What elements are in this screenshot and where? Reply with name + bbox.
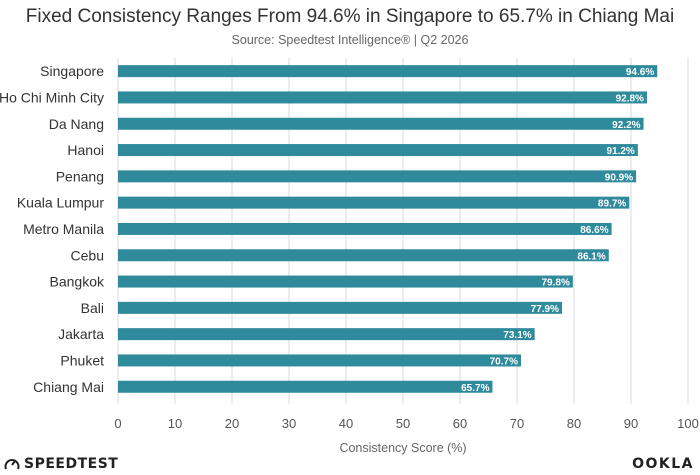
bar — [118, 222, 612, 235]
bar — [118, 117, 644, 130]
category-label: Jakarta — [58, 326, 104, 342]
category-label: Metro Manila — [23, 221, 104, 237]
bar — [118, 275, 573, 288]
data-label: 94.6% — [626, 67, 654, 78]
data-label: 92.2% — [612, 120, 640, 131]
speedometer-icon — [4, 459, 20, 470]
category-label: Penang — [56, 168, 104, 184]
x-tick-label: 80 — [567, 416, 581, 431]
speedtest-logo: SPEEDTEST — [4, 456, 118, 472]
category-label: Hanoi — [67, 142, 104, 158]
bar — [118, 196, 630, 209]
category-label: Ho Chi Minh City — [0, 89, 104, 105]
x-axis-label: Consistency Score (%) — [339, 441, 466, 455]
ookla-logo: OOKLA — [632, 456, 694, 472]
category-label: Kuala Lumpur — [17, 195, 105, 211]
speedtest-wordmark: SPEEDTEST — [24, 456, 119, 472]
x-tick-label: 50 — [396, 416, 410, 431]
data-label: 91.2% — [606, 146, 634, 157]
data-label: 77.9% — [531, 304, 559, 315]
x-tick-label: 40 — [339, 416, 353, 431]
data-label: 86.6% — [580, 225, 608, 236]
category-label: Phuket — [60, 352, 104, 368]
category-label: Singapore — [40, 63, 104, 79]
bar — [118, 144, 638, 157]
ookla-wordmark: OOKLA — [632, 456, 694, 472]
chart-title: Fixed Consistency Ranges From 94.6% in S… — [25, 6, 675, 27]
bar — [118, 249, 609, 262]
data-label: 73.1% — [503, 330, 531, 341]
category-label: Bali — [81, 300, 104, 316]
data-label: 79.8% — [542, 278, 570, 289]
x-tick-label: 10 — [168, 416, 182, 431]
chart-subtitle: Source: Speedtest Intelligence® | Q2 202… — [231, 33, 469, 47]
x-tick-label: 60 — [453, 416, 467, 431]
x-tick-label: 70 — [510, 416, 524, 431]
x-tick-label: 100 — [677, 416, 699, 431]
data-label: 90.9% — [605, 172, 633, 183]
bar — [118, 170, 637, 183]
x-tick-label: 90 — [624, 416, 638, 431]
data-label: 89.7% — [598, 199, 626, 210]
x-tick-label: 0 — [114, 416, 121, 431]
category-label: Da Nang — [49, 116, 104, 132]
bar — [118, 328, 535, 341]
x-tick-label: 30 — [282, 416, 296, 431]
category-label: Cebu — [71, 247, 104, 263]
data-label: 92.8% — [616, 93, 644, 104]
bar — [118, 354, 521, 367]
category-label: Chiang Mai — [33, 379, 104, 395]
bar — [118, 65, 658, 78]
bar — [118, 380, 493, 393]
bar — [118, 301, 563, 314]
x-tick-label: 20 — [225, 416, 239, 431]
data-label: 65.7% — [461, 383, 489, 394]
bar — [118, 91, 647, 104]
data-label: 86.1% — [577, 251, 605, 262]
category-label: Bangkok — [50, 274, 105, 290]
data-label: 70.7% — [490, 356, 518, 367]
